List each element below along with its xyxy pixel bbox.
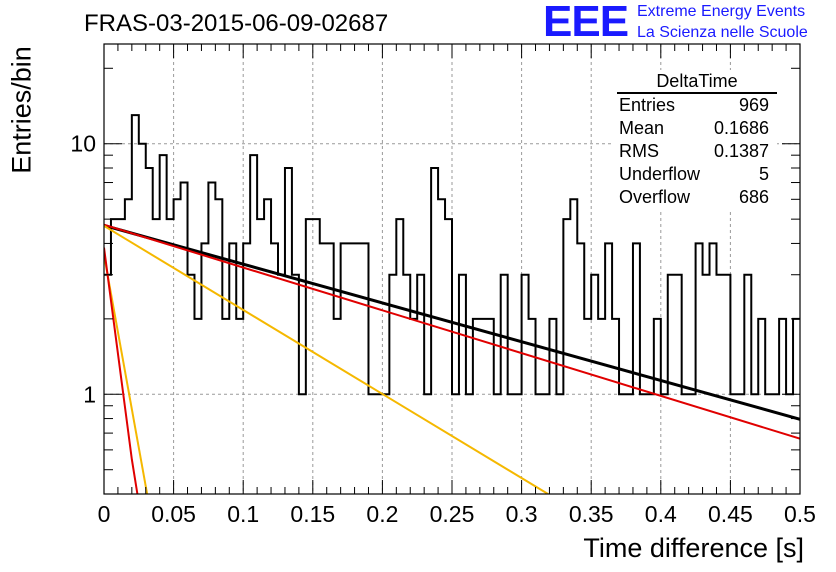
y-tick-label: 1 [83, 381, 96, 407]
stats-box: DeltaTime Entries 969 Mean 0.1686 RMS 0.… [611, 70, 777, 209]
histogram-line [104, 114, 800, 396]
x-tick-label: 0.3 [506, 501, 538, 527]
stats-value: 969 [738, 95, 769, 115]
fit-line [104, 247, 139, 494]
x-tick-label: 0.5 [784, 501, 816, 527]
x-tick-label: 0.35 [569, 501, 614, 527]
logo-text-line1: Extreme Energy Events [637, 3, 806, 20]
stats-row-entries: Entries 969 [611, 94, 777, 117]
stats-label: Entries [619, 95, 676, 115]
stats-label: Overflow [619, 187, 691, 207]
stats-value: 686 [738, 187, 769, 207]
stats-value: 0.1387 [713, 141, 769, 161]
stats-row-underflow: Underflow 5 [611, 163, 777, 186]
stats-value: 0.1686 [713, 118, 769, 138]
x-tick-label: 0.4 [645, 501, 677, 527]
x-axis-label: Time difference [s] [583, 533, 804, 563]
stats-label: RMS [619, 141, 659, 161]
x-tick-label: 0.15 [290, 501, 335, 527]
fit-line [104, 225, 549, 494]
x-tick-label: 0.2 [366, 501, 398, 527]
stats-label: Mean [619, 118, 665, 138]
fit-line [104, 223, 800, 440]
chart-title: FRAS-03-2015-06-09-02687 [84, 10, 389, 37]
y-tick-label: 10 [70, 131, 96, 157]
y-axis-label: Entries/bin [6, 46, 37, 174]
x-tick-label: 0.25 [430, 501, 475, 527]
logo-text-line2: La Scienza nelle Scuole [637, 24, 808, 41]
stats-row-mean: Mean 0.1686 [611, 117, 777, 140]
fit-line [104, 223, 800, 421]
stats-row-overflow: Overflow 686 [611, 186, 777, 209]
stats-row-rms: RMS 0.1387 [611, 140, 777, 163]
stats-title: DeltaTime [617, 70, 777, 94]
eee-logo: EEE [543, 0, 629, 46]
x-tick-label: 0.1 [227, 501, 259, 527]
x-tick-label: 0.45 [708, 501, 753, 527]
x-tick-label: 0.05 [151, 501, 196, 527]
x-tick-label: 0 [98, 501, 111, 527]
stats-value: 5 [758, 164, 769, 184]
stats-label: Underflow [619, 164, 701, 184]
